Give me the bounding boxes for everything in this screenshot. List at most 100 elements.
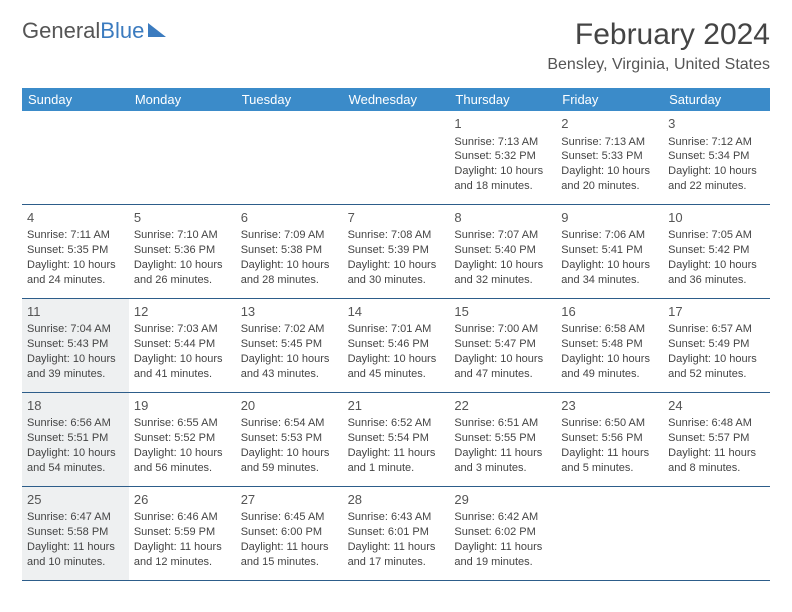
day-line: Daylight: 10 hours — [454, 352, 551, 367]
day-line: Sunset: 5:34 PM — [668, 149, 765, 164]
day-line: Daylight: 10 hours — [454, 164, 551, 179]
day-line: Sunrise: 7:06 AM — [561, 228, 658, 243]
day-cell — [129, 111, 236, 204]
dow-cell: Friday — [556, 88, 663, 111]
day-line: Daylight: 10 hours — [134, 258, 231, 273]
day-cell: 24Sunrise: 6:48 AMSunset: 5:57 PMDayligh… — [663, 393, 770, 486]
dow-cell: Sunday — [22, 88, 129, 111]
day-line: Daylight: 11 hours — [454, 540, 551, 555]
day-line: Sunset: 5:55 PM — [454, 431, 551, 446]
day-line: Sunset: 5:46 PM — [348, 337, 445, 352]
day-line: Daylight: 10 hours — [454, 258, 551, 273]
day-number: 28 — [348, 491, 445, 509]
dow-cell: Tuesday — [236, 88, 343, 111]
day-line: Daylight: 10 hours — [668, 258, 765, 273]
day-line: and 3 minutes. — [454, 461, 551, 476]
day-cell — [236, 111, 343, 204]
day-line: and 43 minutes. — [241, 367, 338, 382]
day-number: 18 — [27, 397, 124, 415]
day-cell: 12Sunrise: 7:03 AMSunset: 5:44 PMDayligh… — [129, 299, 236, 392]
day-cell: 4Sunrise: 7:11 AMSunset: 5:35 PMDaylight… — [22, 205, 129, 298]
day-cell: 29Sunrise: 6:42 AMSunset: 6:02 PMDayligh… — [449, 487, 556, 580]
day-line: Sunset: 5:39 PM — [348, 243, 445, 258]
day-line: Sunrise: 7:07 AM — [454, 228, 551, 243]
day-line: and 26 minutes. — [134, 273, 231, 288]
day-line: Sunset: 5:43 PM — [27, 337, 124, 352]
location-label: Bensley, Virginia, United States — [547, 56, 770, 74]
dow-cell: Thursday — [449, 88, 556, 111]
day-cell: 28Sunrise: 6:43 AMSunset: 6:01 PMDayligh… — [343, 487, 450, 580]
day-line: and 19 minutes. — [454, 555, 551, 570]
day-line: Sunrise: 6:42 AM — [454, 510, 551, 525]
day-line: and 49 minutes. — [561, 367, 658, 382]
day-line: Sunset: 5:32 PM — [454, 149, 551, 164]
day-line: Sunrise: 6:57 AM — [668, 322, 765, 337]
day-number: 7 — [348, 209, 445, 227]
day-cell: 16Sunrise: 6:58 AMSunset: 5:48 PMDayligh… — [556, 299, 663, 392]
day-cell — [663, 487, 770, 580]
day-cell: 22Sunrise: 6:51 AMSunset: 5:55 PMDayligh… — [449, 393, 556, 486]
day-line: Daylight: 10 hours — [27, 258, 124, 273]
day-cell: 7Sunrise: 7:08 AMSunset: 5:39 PMDaylight… — [343, 205, 450, 298]
day-cell: 13Sunrise: 7:02 AMSunset: 5:45 PMDayligh… — [236, 299, 343, 392]
day-line: Sunset: 5:38 PM — [241, 243, 338, 258]
day-line: Sunrise: 7:10 AM — [134, 228, 231, 243]
day-line: Daylight: 10 hours — [561, 164, 658, 179]
day-cell — [22, 111, 129, 204]
day-cell: 8Sunrise: 7:07 AMSunset: 5:40 PMDaylight… — [449, 205, 556, 298]
day-line: and 34 minutes. — [561, 273, 658, 288]
day-line: Sunset: 5:53 PM — [241, 431, 338, 446]
logo-text: GeneralBlue — [22, 18, 144, 44]
day-cell: 14Sunrise: 7:01 AMSunset: 5:46 PMDayligh… — [343, 299, 450, 392]
day-number: 23 — [561, 397, 658, 415]
day-cell: 10Sunrise: 7:05 AMSunset: 5:42 PMDayligh… — [663, 205, 770, 298]
dow-row: SundayMondayTuesdayWednesdayThursdayFrid… — [22, 88, 770, 111]
day-line: Sunset: 5:35 PM — [27, 243, 124, 258]
day-line: Sunrise: 7:11 AM — [27, 228, 124, 243]
day-line: and 5 minutes. — [561, 461, 658, 476]
day-line: Sunrise: 6:48 AM — [668, 416, 765, 431]
day-cell: 25Sunrise: 6:47 AMSunset: 5:58 PMDayligh… — [22, 487, 129, 580]
day-line: Sunset: 5:59 PM — [134, 525, 231, 540]
day-line: Sunrise: 6:46 AM — [134, 510, 231, 525]
day-line: Daylight: 11 hours — [27, 540, 124, 555]
day-line: Daylight: 10 hours — [561, 258, 658, 273]
day-cell: 1Sunrise: 7:13 AMSunset: 5:32 PMDaylight… — [449, 111, 556, 204]
day-line: Sunset: 5:40 PM — [454, 243, 551, 258]
day-line: Daylight: 10 hours — [241, 258, 338, 273]
day-line: Sunrise: 7:02 AM — [241, 322, 338, 337]
day-line: Daylight: 10 hours — [348, 258, 445, 273]
day-line: Sunrise: 6:43 AM — [348, 510, 445, 525]
day-line: Sunrise: 6:51 AM — [454, 416, 551, 431]
day-line: Sunrise: 6:58 AM — [561, 322, 658, 337]
day-line: and 52 minutes. — [668, 367, 765, 382]
day-line: and 32 minutes. — [454, 273, 551, 288]
day-line: Sunrise: 7:13 AM — [454, 135, 551, 150]
day-number: 29 — [454, 491, 551, 509]
day-line: Sunset: 5:49 PM — [668, 337, 765, 352]
day-cell: 26Sunrise: 6:46 AMSunset: 5:59 PMDayligh… — [129, 487, 236, 580]
day-line: Sunset: 5:51 PM — [27, 431, 124, 446]
day-number: 6 — [241, 209, 338, 227]
day-line: Sunset: 5:54 PM — [348, 431, 445, 446]
day-cell: 19Sunrise: 6:55 AMSunset: 5:52 PMDayligh… — [129, 393, 236, 486]
day-line: Daylight: 10 hours — [348, 352, 445, 367]
logo: GeneralBlue — [22, 18, 166, 44]
week-row: 1Sunrise: 7:13 AMSunset: 5:32 PMDaylight… — [22, 111, 770, 205]
month-title: February 2024 — [547, 18, 770, 52]
title-block: February 2024 Bensley, Virginia, United … — [547, 18, 770, 74]
week-row: 18Sunrise: 6:56 AMSunset: 5:51 PMDayligh… — [22, 393, 770, 487]
day-line: Sunrise: 6:52 AM — [348, 416, 445, 431]
day-line: Sunrise: 7:09 AM — [241, 228, 338, 243]
dow-cell: Wednesday — [343, 88, 450, 111]
day-line: Sunrise: 6:45 AM — [241, 510, 338, 525]
day-cell: 2Sunrise: 7:13 AMSunset: 5:33 PMDaylight… — [556, 111, 663, 204]
day-number: 2 — [561, 115, 658, 133]
day-line: Sunrise: 6:47 AM — [27, 510, 124, 525]
day-cell: 23Sunrise: 6:50 AMSunset: 5:56 PMDayligh… — [556, 393, 663, 486]
day-cell: 15Sunrise: 7:00 AMSunset: 5:47 PMDayligh… — [449, 299, 556, 392]
day-line: and 45 minutes. — [348, 367, 445, 382]
day-number: 12 — [134, 303, 231, 321]
day-number: 21 — [348, 397, 445, 415]
day-line: Sunset: 5:44 PM — [134, 337, 231, 352]
